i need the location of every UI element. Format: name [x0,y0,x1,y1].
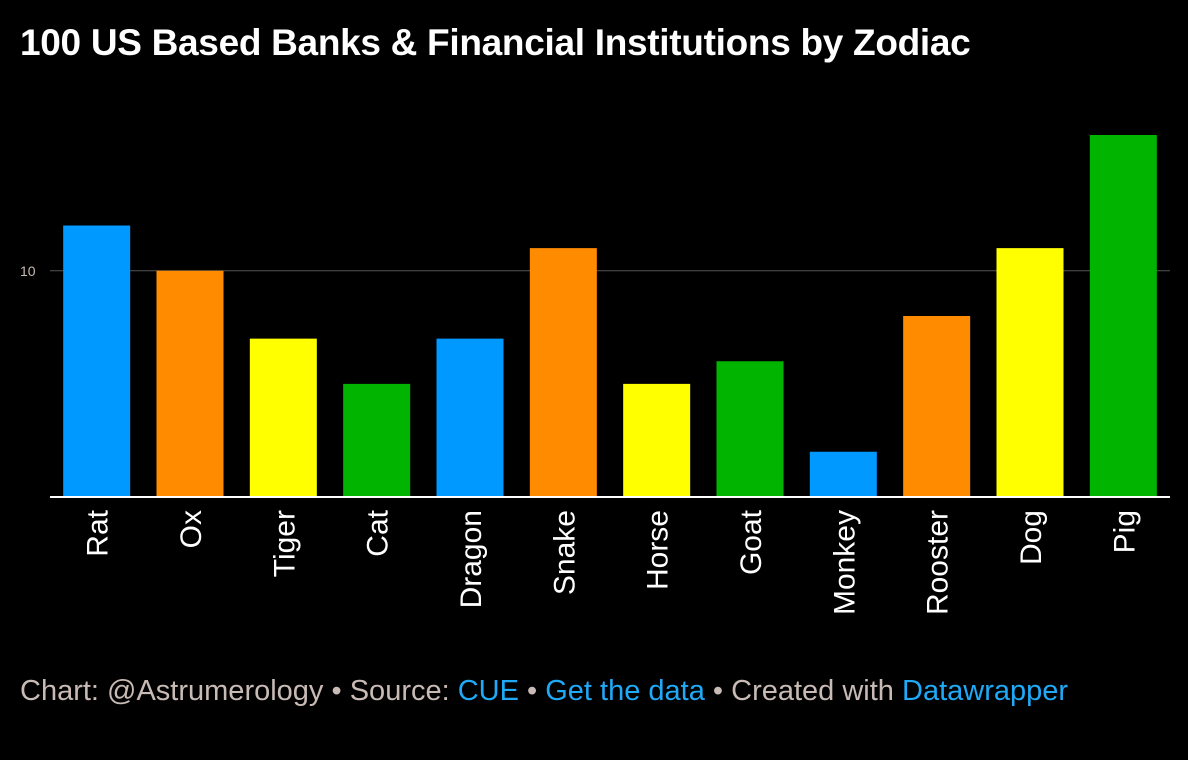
bar-rooster[interactable] [903,316,971,497]
x-tick-label-monkey: Monkey [828,510,861,615]
x-tick-label-cat: Cat [362,509,395,556]
created-with-label: Created with [731,675,902,707]
y-tick-label: 10 [20,263,36,279]
footer-separator: • [704,675,732,707]
bar-horse[interactable] [623,383,691,497]
footer-separator: • [518,675,546,707]
x-tick-label-dragon: Dragon [455,510,488,608]
x-tick-label-rat: Rat [82,509,115,556]
x-tick-label-goat: Goat [735,509,768,575]
bar-cat[interactable] [343,383,411,497]
x-tick-label-tiger: Tiger [268,510,301,577]
footer-separator: • [323,675,350,707]
get-data-link[interactable]: Get the data [545,675,705,707]
source-label: Source: [349,675,458,707]
bar-rat[interactable] [63,225,131,498]
bar-ox[interactable] [156,270,224,497]
x-tick-label-dog: Dog [1015,510,1048,565]
datawrapper-link[interactable]: Datawrapper [902,675,1069,707]
x-tick-label-snake: Snake [548,510,581,595]
x-tick-label-rooster: Rooster [922,510,955,615]
source-link[interactable]: CUE [457,675,519,707]
chart-title: 100 US Based Banks & Financial Instituti… [20,22,971,63]
chart-footer: Chart: @Astrumerology • Source: CUE • Ge… [20,672,1160,710]
bar-chart: 10 Rat Ox Tiger Cat Dragon Snake Horse Goat Monke… [20,135,1170,615]
bar-pig[interactable] [1089,135,1157,497]
x-tick-label-ox: Ox [175,510,208,548]
bar-monkey[interactable] [809,451,877,497]
x-tick-label-horse: Horse [642,510,675,590]
x-tick-label-pig: Pig [1108,510,1141,553]
bar-dog[interactable] [996,248,1064,497]
chart-credit: Chart: @Astrumerology [20,675,324,707]
bar-dragon[interactable] [436,338,504,497]
bar-snake[interactable] [529,248,597,497]
bar-goat[interactable] [716,361,784,497]
bar-tiger[interactable] [249,338,317,497]
